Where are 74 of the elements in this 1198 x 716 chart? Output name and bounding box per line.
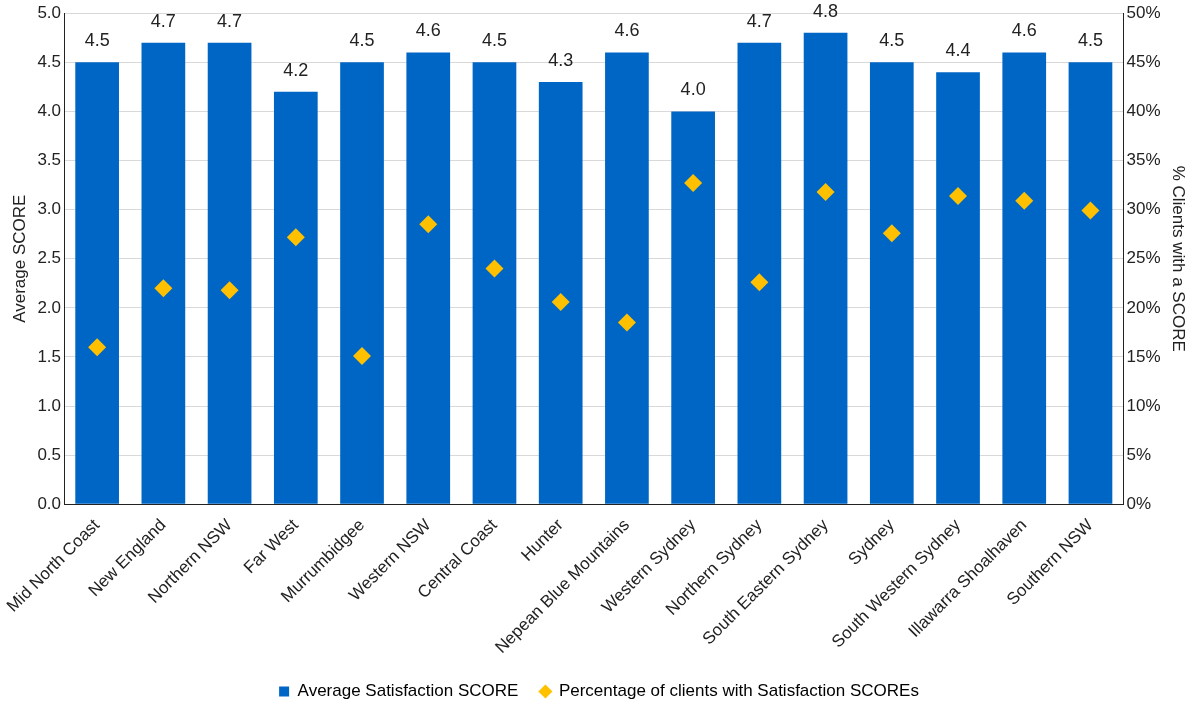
point bbox=[551, 292, 570, 311]
bar bbox=[737, 42, 782, 504]
y2-tick-label: 50% bbox=[1126, 2, 1161, 22]
data-label: 4.4 bbox=[945, 40, 971, 61]
y2-tick-label: 35% bbox=[1126, 150, 1161, 170]
y2-tick-label: 20% bbox=[1126, 297, 1161, 317]
y2-tick-label: 10% bbox=[1126, 395, 1161, 415]
point bbox=[88, 338, 107, 357]
bar bbox=[936, 72, 980, 504]
y-tick-label: 2.0 bbox=[37, 297, 62, 317]
data-label: 4.5 bbox=[481, 30, 507, 51]
data-label: 4.5 bbox=[1077, 30, 1103, 51]
data-label: 4.7 bbox=[150, 10, 176, 31]
y-tick-label: 5.0 bbox=[37, 2, 62, 22]
y2-tick-label: 0% bbox=[1126, 493, 1152, 513]
y2-tick-label: 40% bbox=[1126, 101, 1161, 121]
y2-tick-label: 5% bbox=[1126, 444, 1152, 464]
bar bbox=[1002, 52, 1047, 504]
data-label: 4.5 bbox=[879, 30, 905, 51]
y2-tick-label: 15% bbox=[1126, 346, 1161, 366]
point bbox=[1015, 191, 1034, 210]
bar bbox=[75, 62, 119, 504]
legend-label: Percentage of clients with Satisfaction SCOREs bbox=[558, 681, 919, 701]
point bbox=[617, 313, 636, 332]
y2-tick-label: 45% bbox=[1126, 51, 1161, 71]
y-tick-label: 1.5 bbox=[37, 346, 62, 366]
data-label: 4.6 bbox=[415, 20, 441, 41]
point bbox=[154, 279, 173, 298]
data-label: 4.3 bbox=[548, 49, 574, 70]
bar bbox=[869, 62, 914, 504]
data-label: 4.8 bbox=[813, 0, 839, 21]
data-label: 4.5 bbox=[349, 30, 375, 51]
point bbox=[419, 215, 438, 234]
y2-tick-label: 30% bbox=[1126, 199, 1161, 219]
point bbox=[949, 186, 968, 205]
y-tick-label: 4.0 bbox=[37, 101, 62, 121]
data-label: 4.6 bbox=[1011, 20, 1037, 41]
bar bbox=[472, 62, 517, 504]
legend-label: Average Satisfaction SCORE bbox=[297, 681, 519, 701]
y-tick-label: 0.0 bbox=[37, 493, 62, 513]
y-axis-title: Average SCORE bbox=[9, 194, 29, 323]
point bbox=[684, 174, 703, 193]
data-label: 4.7 bbox=[746, 10, 772, 31]
bar bbox=[605, 52, 649, 504]
y-tick-label: 3.5 bbox=[37, 150, 62, 170]
point bbox=[1081, 201, 1100, 220]
point bbox=[882, 224, 901, 243]
bar bbox=[803, 32, 848, 504]
y-tick-label: 3.0 bbox=[37, 199, 62, 219]
data-label: 4.5 bbox=[84, 30, 110, 51]
bar bbox=[340, 62, 384, 504]
data-label: 4.7 bbox=[217, 10, 243, 31]
point bbox=[286, 228, 305, 247]
y-tick-label: 1.0 bbox=[37, 395, 62, 415]
y-tick-label: 0.5 bbox=[37, 444, 62, 464]
bar bbox=[1068, 62, 1113, 504]
data-label: 4.2 bbox=[283, 59, 309, 80]
point bbox=[220, 281, 239, 300]
y2-tick-label: 25% bbox=[1126, 248, 1161, 268]
bar bbox=[671, 111, 715, 504]
point bbox=[485, 259, 504, 278]
point bbox=[353, 346, 372, 365]
y-tick-label: 2.5 bbox=[37, 248, 62, 268]
bar bbox=[538, 81, 583, 504]
y-tick-label: 4.5 bbox=[37, 51, 62, 71]
data-label: 4.0 bbox=[680, 79, 706, 100]
bar bbox=[207, 42, 252, 504]
data-label: 4.6 bbox=[614, 20, 640, 41]
bar bbox=[141, 42, 186, 504]
point bbox=[816, 182, 835, 201]
bar bbox=[273, 91, 318, 504]
point bbox=[750, 273, 769, 292]
y2-axis-title: % Clients with a SCORE bbox=[1169, 165, 1189, 352]
bar bbox=[406, 52, 451, 504]
